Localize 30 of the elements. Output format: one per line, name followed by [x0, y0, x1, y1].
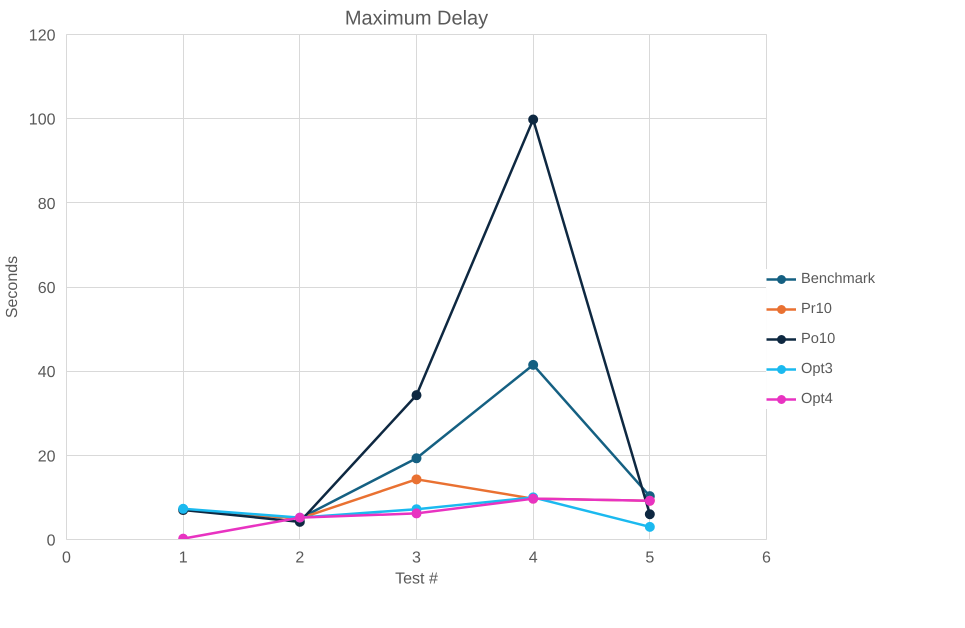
point [412, 390, 422, 400]
point [528, 360, 538, 370]
x-tick-label: 0 [62, 550, 72, 566]
y-tick-label: 40 [38, 364, 56, 382]
point [644, 509, 655, 520]
y-axis-title: Seconds [4, 256, 21, 318]
point [528, 114, 538, 124]
x-tick-label: 6 [762, 550, 772, 566]
x-tick-label: 3 [412, 550, 422, 566]
x-tick-label: 2 [295, 550, 304, 566]
legend-label: Pr10 [801, 301, 832, 317]
legend-label: Opt3 [801, 361, 833, 377]
y-tick-label: 100 [28, 112, 56, 129]
point [644, 522, 655, 532]
y-tick-label: 0 [46, 532, 56, 550]
legend-label: Po10 [801, 331, 836, 347]
x-axis-title: Test # [395, 570, 438, 588]
legend-label: Opt4 [801, 391, 833, 407]
x-tick-label: 1 [178, 550, 188, 566]
y-tick-label: 120 [28, 28, 56, 44]
x-tick-label: 5 [645, 550, 654, 566]
point [412, 453, 422, 464]
x-tick-label: 4 [528, 550, 538, 566]
y-tick-label: 60 [38, 280, 56, 297]
y-tick-label: 80 [38, 196, 56, 213]
chart-title: Maximum Delay [344, 8, 488, 30]
legend-label: Benchmark [801, 271, 876, 287]
point [412, 508, 422, 518]
y-tick-label: 20 [38, 448, 56, 466]
point [412, 474, 422, 484]
